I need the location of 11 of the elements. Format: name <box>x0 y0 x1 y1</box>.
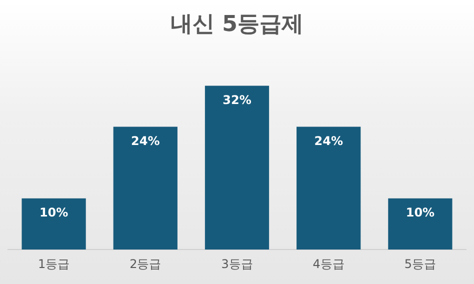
x-tick-label: 3등급 <box>221 256 253 271</box>
x-tick-label: 2등급 <box>130 256 162 271</box>
data-label: 24% <box>131 134 160 148</box>
x-tick-label: 5등급 <box>404 256 436 271</box>
data-label: 24% <box>314 134 343 148</box>
data-label: 10% <box>406 206 435 220</box>
x-tick-label: 1등급 <box>38 256 70 271</box>
x-tick-label: 4등급 <box>312 256 344 271</box>
data-label: 32% <box>222 92 252 107</box>
data-label: 10% <box>39 206 68 220</box>
chart-title: 내신 5등급제 <box>170 12 304 37</box>
